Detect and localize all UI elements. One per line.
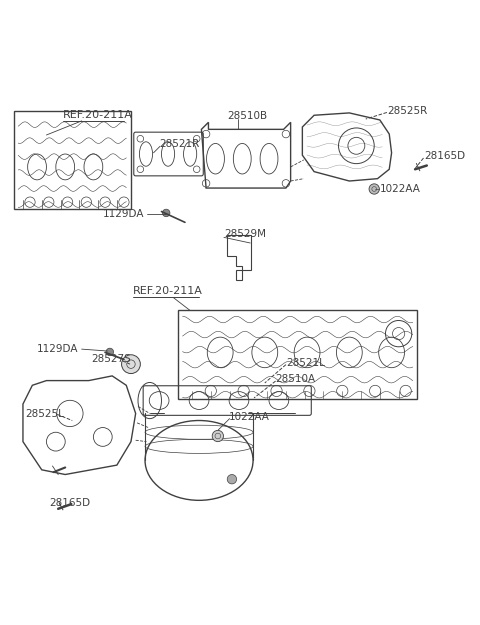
Circle shape (162, 209, 170, 217)
Text: 28521R: 28521R (159, 139, 199, 149)
Circle shape (369, 184, 379, 194)
Text: REF.20-211A: REF.20-211A (63, 110, 133, 120)
Text: 1022AA: 1022AA (228, 412, 269, 422)
Text: 28527S: 28527S (91, 354, 131, 364)
Circle shape (121, 355, 140, 374)
Text: 28529M: 28529M (224, 229, 266, 239)
Text: 28525R: 28525R (387, 106, 427, 116)
Circle shape (212, 431, 224, 442)
Circle shape (227, 474, 237, 484)
Text: REF.20-211A: REF.20-211A (133, 286, 203, 296)
Text: 28165D: 28165D (424, 151, 466, 161)
Text: 1129DA: 1129DA (37, 344, 79, 354)
Text: 28510B: 28510B (227, 111, 267, 121)
Text: 28510A: 28510A (276, 374, 316, 384)
Text: 28521L: 28521L (286, 357, 325, 367)
Text: 1022AA: 1022AA (380, 184, 421, 194)
Text: 28525L: 28525L (25, 409, 64, 419)
Circle shape (106, 348, 114, 356)
Text: 28165D: 28165D (49, 498, 90, 508)
Text: 1129DA: 1129DA (103, 209, 144, 219)
